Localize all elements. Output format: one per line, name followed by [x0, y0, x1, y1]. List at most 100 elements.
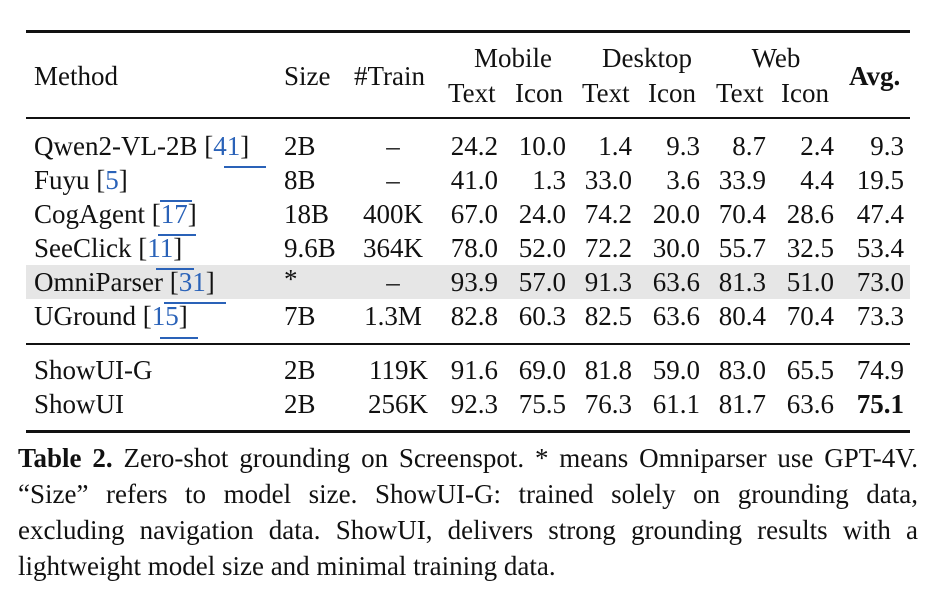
- citation-link[interactable]: 15: [151, 301, 179, 331]
- web-icon-cell: 28.6: [786, 199, 834, 229]
- citation-link[interactable]: 11: [147, 233, 174, 263]
- header-mobile-icon: Icon: [515, 78, 563, 108]
- desktop-icon-cell: 30.0: [652, 233, 700, 263]
- desktop-icon-cell: 3.6: [666, 165, 700, 195]
- mobile-icon-cell: 24.0: [518, 199, 566, 229]
- desktop-text-cell: 33.0: [584, 165, 632, 195]
- web-text-cell: 83.0: [718, 355, 766, 385]
- desktop-text-cell: 82.5: [584, 301, 632, 331]
- web-icon-cell: 4.4: [800, 165, 834, 195]
- web-text-cell: 81.3: [718, 267, 766, 297]
- train-cell: –: [386, 267, 400, 297]
- citation-link[interactable]: 5: [105, 165, 119, 195]
- caption-label: Table 2.: [18, 443, 113, 473]
- header-mobile-text: Text: [448, 78, 496, 108]
- group-rule: [26, 343, 910, 345]
- desktop-icon-cell: 61.1: [652, 389, 700, 419]
- web-text-cell: 55.7: [718, 233, 766, 263]
- web-icon-cell: 32.5: [786, 233, 834, 263]
- citation-link[interactable]: 31: [178, 267, 206, 297]
- train-cell: 400K: [363, 199, 423, 229]
- citation-underline: [158, 234, 196, 236]
- avg-cell: 73.0: [856, 267, 904, 297]
- desktop-icon-cell: 63.6: [652, 267, 700, 297]
- header-desktop-text: Text: [582, 78, 630, 108]
- mobile-icon-cell: 1.3: [532, 165, 566, 195]
- avg-cell: 19.5: [856, 165, 904, 195]
- citation-underline: [160, 200, 192, 202]
- web-text-cell: 8.7: [732, 131, 766, 161]
- train-cell: 1.3M: [364, 301, 422, 331]
- train-cell: –: [386, 165, 400, 195]
- caption-text: Zero-shot grounding on Screenspot. * mea…: [18, 443, 918, 581]
- mobile-icon-cell: 75.5: [518, 389, 566, 419]
- header-avg: Avg.: [849, 61, 901, 91]
- web-text-cell: 33.9: [718, 165, 766, 195]
- web-icon-cell: 65.5: [786, 355, 834, 385]
- method-name: Qwen2-VL-2B: [34, 131, 198, 161]
- train-cell: 364K: [363, 233, 423, 263]
- train-cell: 119K: [369, 355, 428, 385]
- header-web-icon: Icon: [781, 78, 829, 108]
- desktop-icon-cell: 20.0: [652, 199, 700, 229]
- web-icon-cell: 63.6: [786, 389, 834, 419]
- mobile-text-cell: 91.6: [450, 355, 498, 385]
- citation-link[interactable]: 17: [160, 199, 188, 229]
- method-name: Fuyu: [34, 165, 90, 195]
- citation-link[interactable]: 41: [213, 131, 241, 161]
- size-cell: *: [284, 264, 298, 294]
- avg-cell: 73.3: [856, 301, 904, 331]
- method-name: ShowUI: [34, 389, 125, 419]
- citation-underline: [224, 166, 266, 168]
- mobile-icon-cell: 57.0: [518, 267, 566, 297]
- citation-underline: [156, 268, 194, 270]
- mobile-text-cell: 92.3: [450, 389, 498, 419]
- method-name: SeeClick: [34, 233, 132, 263]
- size-cell: 7B: [284, 301, 316, 331]
- train-cell: –: [386, 131, 400, 161]
- desktop-text-cell: 72.2: [584, 233, 632, 263]
- web-icon-cell: 70.4: [786, 301, 834, 331]
- method-name: ShowUI-G: [34, 355, 153, 385]
- method-name: UGround: [34, 301, 136, 331]
- header-method: Method: [34, 61, 118, 91]
- mobile-icon-cell: 60.3: [518, 301, 566, 331]
- size-cell: 18B: [284, 199, 330, 229]
- highlight-row-background: [26, 265, 910, 299]
- avg-cell: 53.4: [856, 233, 904, 263]
- mobile-icon-cell: 69.0: [518, 355, 566, 385]
- header-rule: [26, 117, 910, 119]
- web-text-cell: 80.4: [718, 301, 766, 331]
- desktop-text-cell: 74.2: [584, 199, 632, 229]
- size-cell: 2B: [284, 389, 316, 419]
- desktop-text-cell: 1.4: [598, 131, 632, 161]
- mobile-icon-cell: 52.0: [518, 233, 566, 263]
- header-web: Web: [751, 43, 801, 73]
- desktop-icon-cell: 9.3: [666, 131, 700, 161]
- citation-underline: [164, 302, 226, 304]
- mobile-text-cell: 93.9: [450, 267, 498, 297]
- mobile-text-cell: 82.8: [450, 301, 498, 331]
- desktop-icon-cell: 59.0: [652, 355, 700, 385]
- web-text-cell: 70.4: [718, 199, 766, 229]
- bottom-rule: [26, 430, 910, 433]
- mobile-text-cell: 24.2: [450, 131, 498, 161]
- mobile-text-cell: 78.0: [450, 233, 498, 263]
- size-cell: 8B: [284, 165, 316, 195]
- desktop-icon-cell: 63.6: [652, 301, 700, 331]
- header-mobile: Mobile: [474, 43, 552, 73]
- header-size: Size: [284, 61, 331, 91]
- header-train: #Train: [354, 61, 426, 91]
- avg-cell: 9.3: [870, 131, 904, 161]
- desktop-text-cell: 81.8: [584, 355, 632, 385]
- citation-underline: [160, 337, 198, 339]
- mobile-text-cell: 41.0: [450, 165, 498, 195]
- size-cell: 2B: [284, 131, 316, 161]
- method-name: CogAgent: [34, 199, 145, 229]
- web-icon-cell: 2.4: [800, 131, 834, 161]
- method-name: OmniParser: [34, 267, 163, 297]
- avg-cell-best: 75.1: [856, 389, 904, 419]
- desktop-text-cell: 91.3: [584, 267, 632, 297]
- table-caption: Table 2. Zero-shot grounding on Screensp…: [18, 440, 918, 584]
- desktop-text-cell: 76.3: [584, 389, 632, 419]
